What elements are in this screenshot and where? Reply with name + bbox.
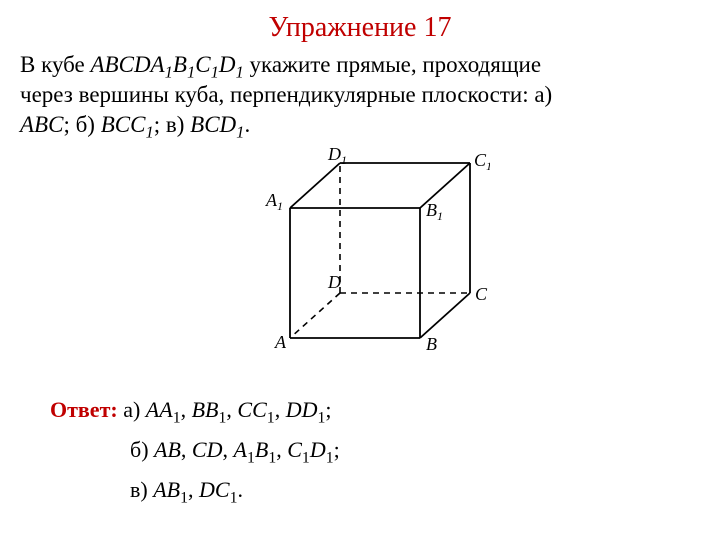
line1: AB <box>154 437 181 462</box>
subscript: 1 <box>302 449 310 466</box>
text-fragment: . <box>244 112 250 137</box>
label-a: A <box>274 332 287 352</box>
period: . <box>238 477 244 502</box>
subscript: 1 <box>235 63 243 82</box>
line3b: B <box>255 437 268 462</box>
text-fragment: В кубе <box>20 52 91 77</box>
subscript: 1 <box>145 122 153 141</box>
text-fragment: а) <box>118 397 146 422</box>
text-fragment: BCD <box>190 112 236 137</box>
answers-block: Ответ: а) AA1, BB1, CC1, DD1; б) AB, CD,… <box>50 393 700 507</box>
line4: C <box>287 437 302 462</box>
text-fragment: укажите прямые, проходящие <box>244 52 541 77</box>
plane-abc: ABC <box>20 112 63 137</box>
edge-a1d1 <box>290 163 340 208</box>
semi: ; <box>325 397 331 422</box>
text-fragment: BCC <box>101 112 146 137</box>
label-c1: C1 <box>474 150 490 173</box>
c-prefix: в) <box>130 477 153 502</box>
line1: AA <box>146 397 173 422</box>
line1: AB <box>153 477 180 502</box>
subscript: 1 <box>326 449 334 466</box>
text-fragment: ABCDA <box>91 52 165 77</box>
cube-name: ABCDA1B1C1D1 <box>91 52 244 77</box>
edge-da <box>290 293 340 338</box>
sep: , <box>181 397 192 422</box>
b-prefix: б) <box>130 437 154 462</box>
label-c: C <box>475 284 488 304</box>
sep: , <box>276 437 287 462</box>
line4: DD <box>286 397 318 422</box>
sep: , <box>275 397 286 422</box>
cube-diagram: A B C D A1 B1 C1 D1 <box>230 148 490 373</box>
subscript: 1 <box>180 489 188 506</box>
cube-svg: A B C D A1 B1 C1 D1 <box>230 148 490 368</box>
answer-label: Ответ: <box>50 397 118 422</box>
text-fragment: через вершины куба, перпендикулярные пло… <box>20 82 552 107</box>
subscript: 1 <box>165 63 173 82</box>
semi: ; <box>334 437 340 462</box>
line2: BB <box>192 397 219 422</box>
answer-c: в) AB1, DC1. <box>130 473 700 507</box>
problem-statement: В кубе ABCDA1B1C1D1 укажите прямые, прох… <box>20 50 700 140</box>
sep: , <box>188 477 199 502</box>
label-b: B <box>426 334 437 354</box>
sep: , <box>226 397 237 422</box>
subscript: 1 <box>173 409 181 426</box>
line4b: D <box>310 437 326 462</box>
label-b1: B1 <box>426 200 443 223</box>
sep: , <box>181 437 192 462</box>
edge-cb <box>420 293 470 338</box>
exercise-title: Упражнение 17 <box>20 12 700 44</box>
text-fragment: ; б) <box>63 112 100 137</box>
answer-b: б) AB, CD, A1B1, C1D1; <box>130 433 700 467</box>
subscript: 1 <box>211 63 219 82</box>
answer-a: Ответ: а) AA1, BB1, CC1, DD1; <box>50 393 700 427</box>
text-fragment: ; в) <box>154 112 190 137</box>
line2: CD <box>192 437 223 462</box>
line2: DC <box>199 477 230 502</box>
plane-bcc1: BCC1 <box>101 112 154 137</box>
label-d1: D1 <box>327 148 347 167</box>
cube-diagram-container: A B C D A1 B1 C1 D1 <box>20 148 700 373</box>
sep: , <box>222 437 233 462</box>
subscript: 1 <box>230 489 238 506</box>
label-d: D <box>327 272 341 292</box>
line3: CC <box>237 397 266 422</box>
subscript: 1 <box>187 63 195 82</box>
line3: A <box>233 437 246 462</box>
plane-bcd1: BCD1 <box>190 112 244 137</box>
label-a1: A1 <box>265 190 283 213</box>
subscript: 1 <box>247 449 255 466</box>
subscript: 1 <box>267 409 275 426</box>
